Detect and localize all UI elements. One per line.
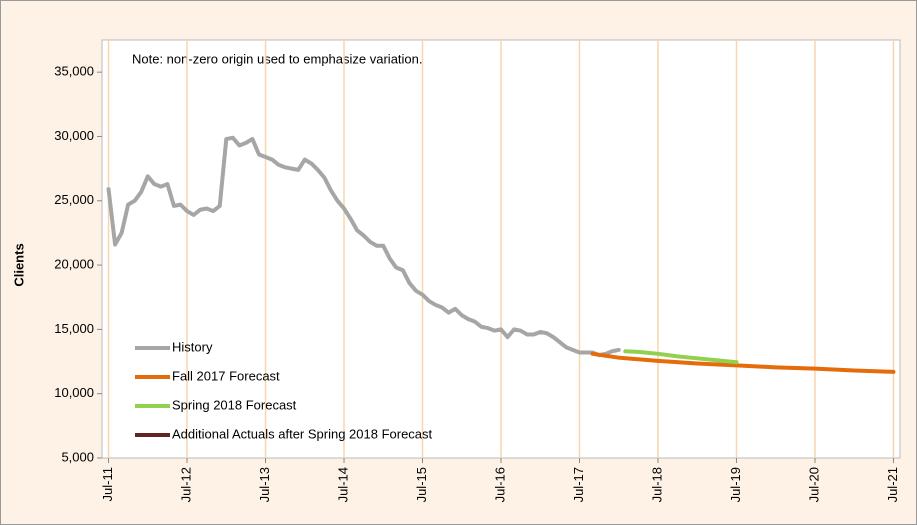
y-tick-label: 10,000 (54, 385, 94, 400)
legend-label: Fall 2017 Forecast (172, 368, 280, 383)
y-tick-label: 15,000 (54, 321, 94, 336)
note: Note: non-zero origin used to emphasize … (132, 51, 423, 66)
y-tick-label: 5,000 (61, 449, 94, 464)
x-tick-label: Jul-20 (806, 467, 821, 502)
x-tick-label: Jul-17 (571, 467, 586, 502)
y-axis-label: Clients (11, 243, 26, 286)
y-tick-label: 35,000 (54, 64, 94, 79)
x-tick-label: Jul-21 (885, 467, 900, 502)
y-tick-label: 25,000 (54, 192, 94, 207)
x-tick-label: Jul-19 (728, 467, 743, 502)
x-tick-label: Jul-13 (257, 467, 272, 502)
legend-label: Spring 2018 Forecast (172, 397, 297, 412)
x-tick-label: Jul-16 (492, 467, 507, 502)
x-tick-label: Jul-11 (100, 467, 115, 501)
y-tick-label: 20,000 (54, 257, 94, 272)
series-line (106, 135, 621, 358)
series-line (623, 349, 739, 365)
y-tick-label: 30,000 (54, 128, 94, 143)
x-tick-label: Jul-12 (178, 467, 193, 502)
x-tick-label: Jul-15 (414, 467, 429, 502)
series-line (590, 351, 896, 374)
legend-label: History (172, 339, 213, 354)
x-tick-label: Jul-14 (335, 467, 350, 502)
x-tick-label: Jul-18 (649, 467, 664, 502)
legend-label: Additional Actuals after Spring 2018 For… (172, 426, 433, 441)
